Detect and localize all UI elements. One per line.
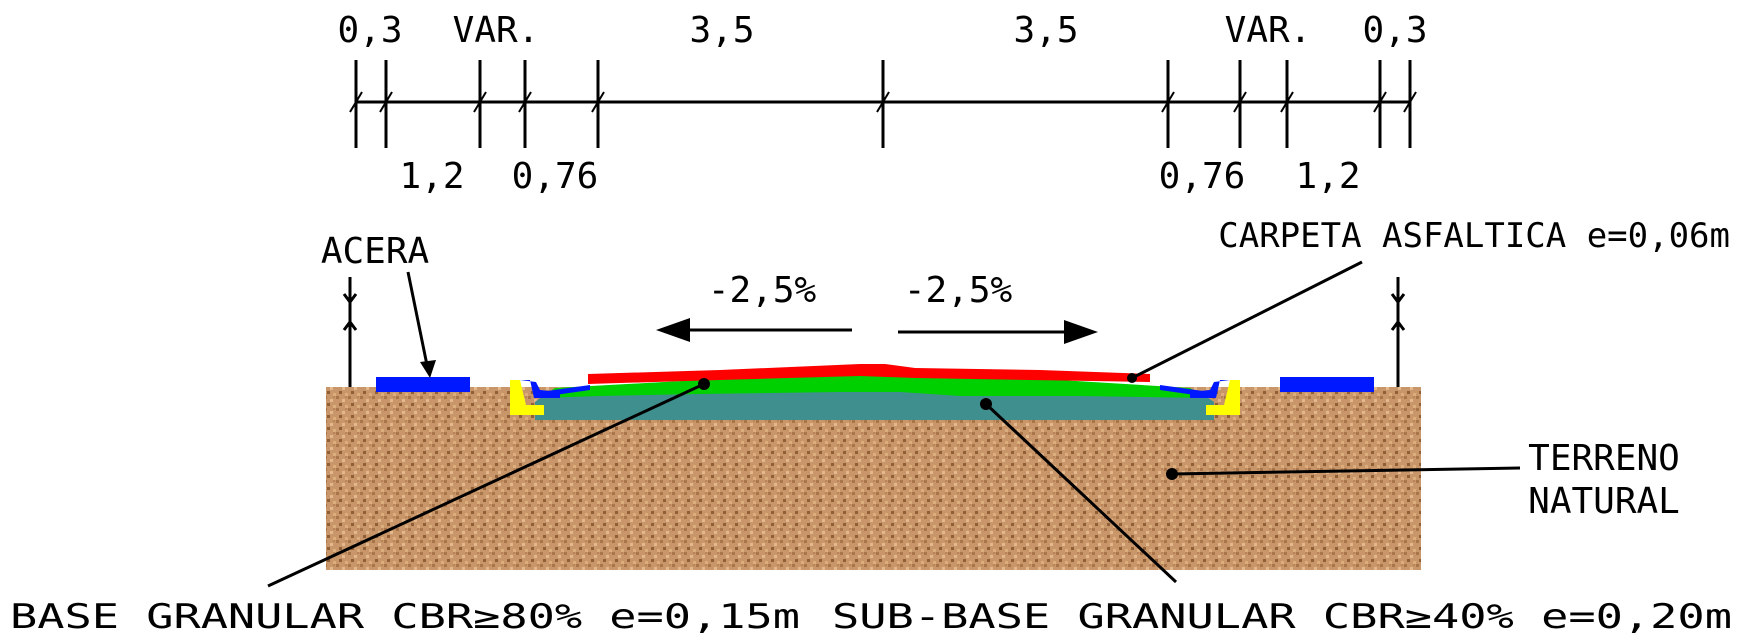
dim-top-2: 3,5 [689, 10, 754, 51]
leader-terreno [1166, 466, 1521, 480]
slope-left-label: -2,5% [708, 270, 817, 311]
curb-right [1160, 380, 1240, 415]
sidewalk-right [1280, 377, 1374, 392]
base-layer [540, 370, 1208, 398]
row-marker-right [1390, 277, 1406, 387]
slope-arrow-left [656, 318, 852, 342]
dim-top-5: 0,3 [1362, 10, 1427, 51]
leader-base [267, 378, 710, 588]
dim-bottom-3: 1,2 [1295, 156, 1360, 197]
slope-arrow-right [898, 320, 1098, 344]
dim-top-1: VAR. [453, 10, 540, 51]
dim-top-4: VAR. [1225, 10, 1312, 51]
label-terreno-line1: TERRENO [1528, 438, 1680, 479]
sidewalk-left [376, 377, 470, 392]
label-terreno-line2: NATURAL [1528, 481, 1680, 522]
dim-bottom-2: 0,76 [1159, 156, 1246, 197]
row-marker-left [342, 277, 358, 387]
dimension-line-group [349, 60, 1417, 148]
dim-top-3: 3,5 [1013, 10, 1078, 51]
leader-acera [406, 271, 436, 378]
label-base-granular: BASE GRANULAR CBR≥80% e=0,15m [10, 597, 800, 637]
leader-subbase [980, 398, 1178, 584]
dim-top-0: 0,3 [337, 10, 402, 51]
slope-right-label: -2,5% [904, 270, 1013, 311]
label-acera: ACERA [321, 231, 430, 272]
label-sub-base-granular: SUB-BASE GRANULAR CBR≥40% e=0,20m [832, 597, 1732, 637]
label-carpeta-asfaltica: CARPETA ASFALTICA e=0,06m [1218, 216, 1730, 256]
leader-carpeta [1127, 260, 1363, 383]
dim-bottom-0: 1,2 [399, 156, 464, 197]
asphalt-layer [588, 364, 1150, 384]
dim-bottom-1: 0,76 [512, 156, 599, 197]
curb-left [510, 380, 590, 415]
